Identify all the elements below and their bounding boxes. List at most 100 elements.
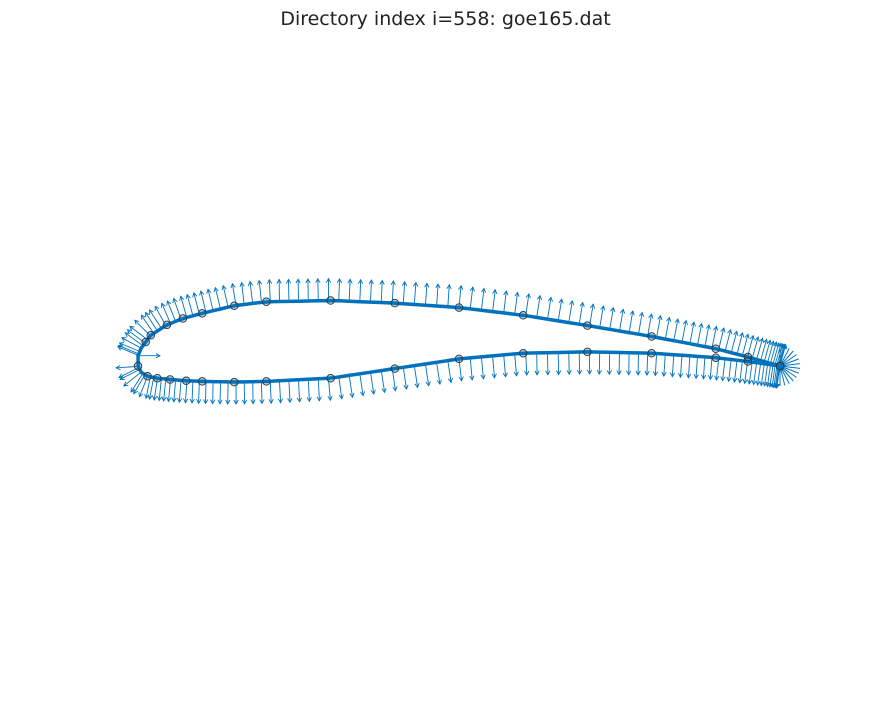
normal-arrowhead — [147, 394, 153, 401]
normal-arrow — [260, 381, 263, 404]
normal-arrowhead — [368, 279, 374, 285]
normal-arrow — [348, 279, 351, 302]
normal-arrow — [687, 355, 691, 378]
normal-arrow — [681, 320, 687, 343]
normal-arrowhead — [166, 300, 172, 306]
normal-arrowhead — [492, 288, 498, 295]
normal-arrow — [718, 327, 725, 350]
normal-arrow — [258, 280, 262, 303]
normal-arrow — [424, 363, 430, 386]
normal-arrow — [736, 332, 743, 355]
normal-arrowhead — [196, 398, 202, 405]
normal-arrowhead — [747, 379, 753, 385]
normal-arrowhead — [754, 336, 760, 342]
normal-arrow — [158, 378, 162, 401]
lower-control-point — [181, 376, 191, 386]
normal-arrowhead — [401, 280, 408, 287]
normal-arrowhead — [213, 286, 219, 293]
normal-arrowhead — [600, 305, 606, 311]
normal-arrowhead — [206, 288, 212, 294]
normal-arrow — [140, 314, 155, 334]
normal-arrowhead — [259, 399, 265, 405]
lower-control-point — [743, 357, 753, 366]
normal-arrowhead — [626, 370, 632, 376]
normal-arrow — [702, 356, 706, 379]
lower-control-point — [518, 348, 528, 358]
normal-arrow — [338, 376, 343, 399]
normal-arrow — [664, 317, 670, 340]
normal-arrowhead — [774, 383, 780, 389]
upper-control-point — [518, 311, 528, 320]
normal-arrow — [646, 353, 649, 376]
normal-arrow — [207, 289, 214, 311]
trailing-edge-normal — [779, 365, 799, 374]
normal-arrowhead — [256, 279, 263, 285]
normal-arrowhead — [338, 394, 344, 400]
normal-arrowhead — [686, 373, 692, 379]
normal-arrowhead — [381, 387, 387, 394]
normal-arrowhead — [144, 311, 150, 318]
normal-arrow — [492, 289, 496, 312]
normal-arrow — [730, 331, 738, 353]
normal-arrowhead — [732, 377, 738, 383]
normal-arrowhead — [619, 308, 626, 314]
normal-arrowhead — [705, 324, 711, 330]
upper-control-point — [454, 303, 464, 312]
lower-control-point — [454, 354, 464, 364]
normal-arrowhead — [118, 373, 124, 379]
normal-arrowhead — [176, 397, 183, 404]
normal-arrowhead — [458, 376, 464, 382]
normal-arrow — [191, 380, 194, 404]
normal-arrowhead — [525, 292, 531, 299]
normal-arrow — [166, 300, 177, 322]
normal-arrow — [200, 290, 207, 313]
normal-arrow — [391, 368, 396, 391]
normal-arrowhead — [115, 365, 121, 371]
lower-control-point — [133, 361, 143, 371]
normal-arrowhead — [638, 311, 645, 318]
normal-arrow — [733, 360, 738, 383]
normal-arrow — [568, 300, 573, 323]
normal-arrow — [148, 377, 155, 400]
normal-arrow — [503, 354, 507, 377]
normal-arrowhead — [739, 332, 745, 338]
normal-arrow — [757, 363, 762, 386]
lower-control-point — [326, 373, 335, 383]
normal-arrowhead — [690, 321, 696, 327]
trailing-edge-normal — [779, 350, 794, 367]
normal-arrowhead — [123, 381, 129, 387]
normal-arrowhead — [714, 375, 720, 381]
normal-arrowhead — [759, 337, 765, 343]
normal-arrowhead — [458, 284, 464, 291]
normal-arrowhead — [569, 299, 575, 306]
normal-arrowhead — [250, 399, 256, 405]
normal-arrowhead — [117, 345, 123, 351]
upper-control-point — [262, 297, 271, 307]
normal-arrowhead — [124, 332, 130, 338]
normal-arrow — [724, 329, 732, 352]
normal-arrowhead — [392, 386, 398, 392]
normal-arrowhead — [425, 381, 431, 387]
normal-arrow — [756, 338, 764, 360]
normal-arrowhead — [172, 297, 178, 304]
normal-arrow — [186, 294, 194, 316]
normal-arrow — [673, 319, 679, 341]
normal-arrowhead — [755, 380, 761, 387]
normal-arrowhead — [152, 395, 158, 401]
trailing-edge-normal — [779, 363, 800, 367]
normal-arrow — [222, 285, 229, 308]
lower-control-point — [197, 377, 207, 386]
normal-arrow — [288, 380, 291, 403]
normal-arrowhead — [296, 397, 303, 403]
normal-arrow — [424, 283, 428, 306]
lower-control-point — [647, 348, 656, 358]
normal-arrowhead — [277, 398, 284, 404]
normal-arrowhead — [160, 302, 166, 308]
normal-arrow — [380, 280, 383, 303]
trailing-edge-normal — [779, 365, 790, 384]
normal-arrowhead — [481, 287, 487, 293]
normal-arrowhead — [586, 369, 593, 375]
normal-arrowhead — [674, 318, 680, 324]
normal-arrowhead — [161, 396, 167, 402]
